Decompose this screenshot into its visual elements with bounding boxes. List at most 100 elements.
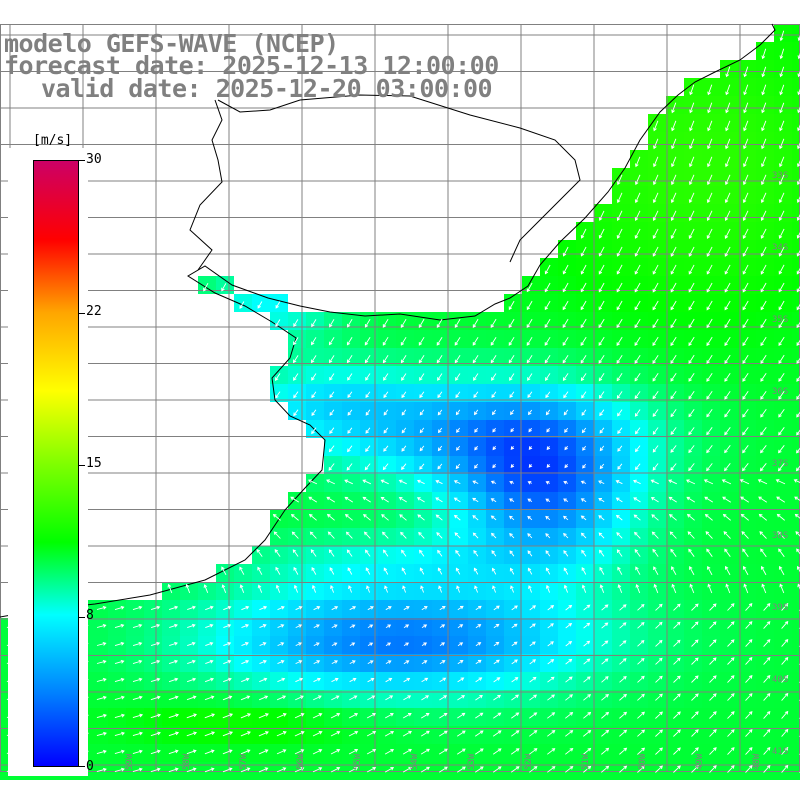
wind-arrow — [781, 620, 789, 629]
wind-arrow — [187, 641, 196, 647]
wind-arrow — [329, 355, 335, 364]
wind-arrow — [186, 767, 197, 773]
lon-label: 53W — [467, 753, 477, 770]
wind-arrow — [742, 264, 749, 275]
wind-arrow — [311, 567, 317, 575]
wind-arrow — [366, 585, 371, 593]
wind-arrow — [743, 66, 749, 78]
wind-arrow — [619, 729, 628, 737]
wind-arrow — [223, 641, 232, 647]
wind-arrow — [742, 318, 749, 329]
colorbar — [33, 160, 79, 767]
wind-arrow — [634, 318, 641, 329]
wind-arrow — [293, 337, 299, 346]
wind-arrow — [347, 445, 353, 453]
colorbar-tickmark — [79, 160, 85, 161]
wind-arrow — [362, 479, 371, 485]
wind-arrow — [760, 192, 767, 204]
wind-arrow — [778, 246, 785, 257]
wind-arrow — [222, 749, 233, 755]
wind-arrow — [617, 463, 623, 470]
wind-arrow — [633, 514, 641, 521]
lon-label: 56W — [296, 753, 306, 770]
wind-arrow — [510, 585, 515, 593]
wind-arrow — [295, 605, 303, 611]
wind-arrow — [615, 514, 623, 521]
wind-arrow — [186, 695, 197, 701]
wind-arrow — [398, 479, 407, 485]
wind-arrow — [312, 731, 323, 737]
wind-arrow — [508, 300, 515, 311]
wind-arrow — [203, 584, 209, 593]
wind-arrow — [670, 192, 677, 204]
wind-arrow — [583, 694, 591, 701]
wind-arrow — [794, 513, 800, 519]
wind-arrow — [418, 355, 425, 364]
wind-arrow — [401, 549, 407, 557]
wind-arrow — [527, 533, 533, 539]
wind-arrow — [619, 676, 627, 683]
wind-arrow — [598, 498, 605, 503]
wind-arrow — [401, 409, 407, 416]
wind-arrow — [582, 445, 587, 451]
wind-arrow — [580, 282, 587, 293]
wind-arrow — [691, 765, 699, 773]
wind-arrow — [743, 102, 749, 114]
wind-arrow — [670, 282, 677, 293]
wind-arrow — [565, 604, 573, 611]
wind-arrow — [383, 567, 389, 575]
wind-arrow — [326, 479, 335, 485]
wind-arrow — [132, 677, 143, 683]
wind-arrow — [655, 657, 663, 665]
wind-arrow — [652, 427, 659, 435]
wind-arrow — [742, 390, 749, 400]
wind-arrow — [453, 480, 461, 485]
wind-arrow — [760, 300, 767, 311]
wind-arrow — [759, 463, 767, 472]
wind-arrow — [457, 712, 466, 719]
wind-arrow — [309, 531, 317, 539]
wind-arrow — [671, 138, 677, 150]
wind-arrow — [599, 549, 605, 557]
lat-lon-grid — [0, 24, 800, 772]
wind-arrow — [652, 336, 659, 347]
wind-arrow — [277, 605, 285, 611]
wind-arrow — [401, 391, 407, 399]
lat-label: 39S — [772, 603, 788, 613]
wind-cell — [792, 690, 800, 708]
wind-arrow — [706, 282, 713, 293]
wind-arrow — [759, 531, 767, 539]
colorbar-tick-label: 15 — [86, 456, 102, 471]
wind-arrow — [204, 695, 215, 701]
wind-arrow — [187, 623, 196, 629]
wind-arrow — [670, 372, 677, 382]
wind-arrow — [527, 409, 533, 416]
wind-arrow — [580, 336, 587, 346]
wind-arrow — [276, 767, 287, 773]
wind-arrow — [742, 336, 749, 347]
wind-arrow — [544, 336, 551, 346]
wind-arrow — [706, 354, 713, 364]
wind-arrow — [475, 624, 482, 629]
wind-arrow — [727, 675, 735, 683]
wind-arrow — [365, 409, 371, 416]
wind-arrow — [419, 391, 425, 399]
wind-arrow — [493, 623, 500, 629]
wind-arrow — [671, 120, 677, 132]
wind-arrow — [671, 156, 677, 168]
wind-arrow — [619, 604, 627, 611]
wind-arrow — [474, 730, 484, 737]
wind-arrow — [583, 747, 592, 755]
latitude-labels: 33S 34S 35S 36S 37S 38S 39S 40S 41S — [772, 171, 788, 757]
lon-label: 57W — [239, 753, 249, 770]
wind-arrow — [673, 711, 681, 719]
wind-arrow — [743, 583, 749, 594]
wind-arrow — [203, 282, 209, 292]
wind-arrow — [617, 584, 623, 593]
wind-arrow — [474, 445, 478, 451]
wind-arrow — [724, 228, 731, 239]
wind-arrow — [508, 355, 515, 364]
wind-arrow — [293, 566, 299, 575]
wind-arrow — [617, 566, 623, 575]
wind-arrow — [706, 390, 713, 400]
